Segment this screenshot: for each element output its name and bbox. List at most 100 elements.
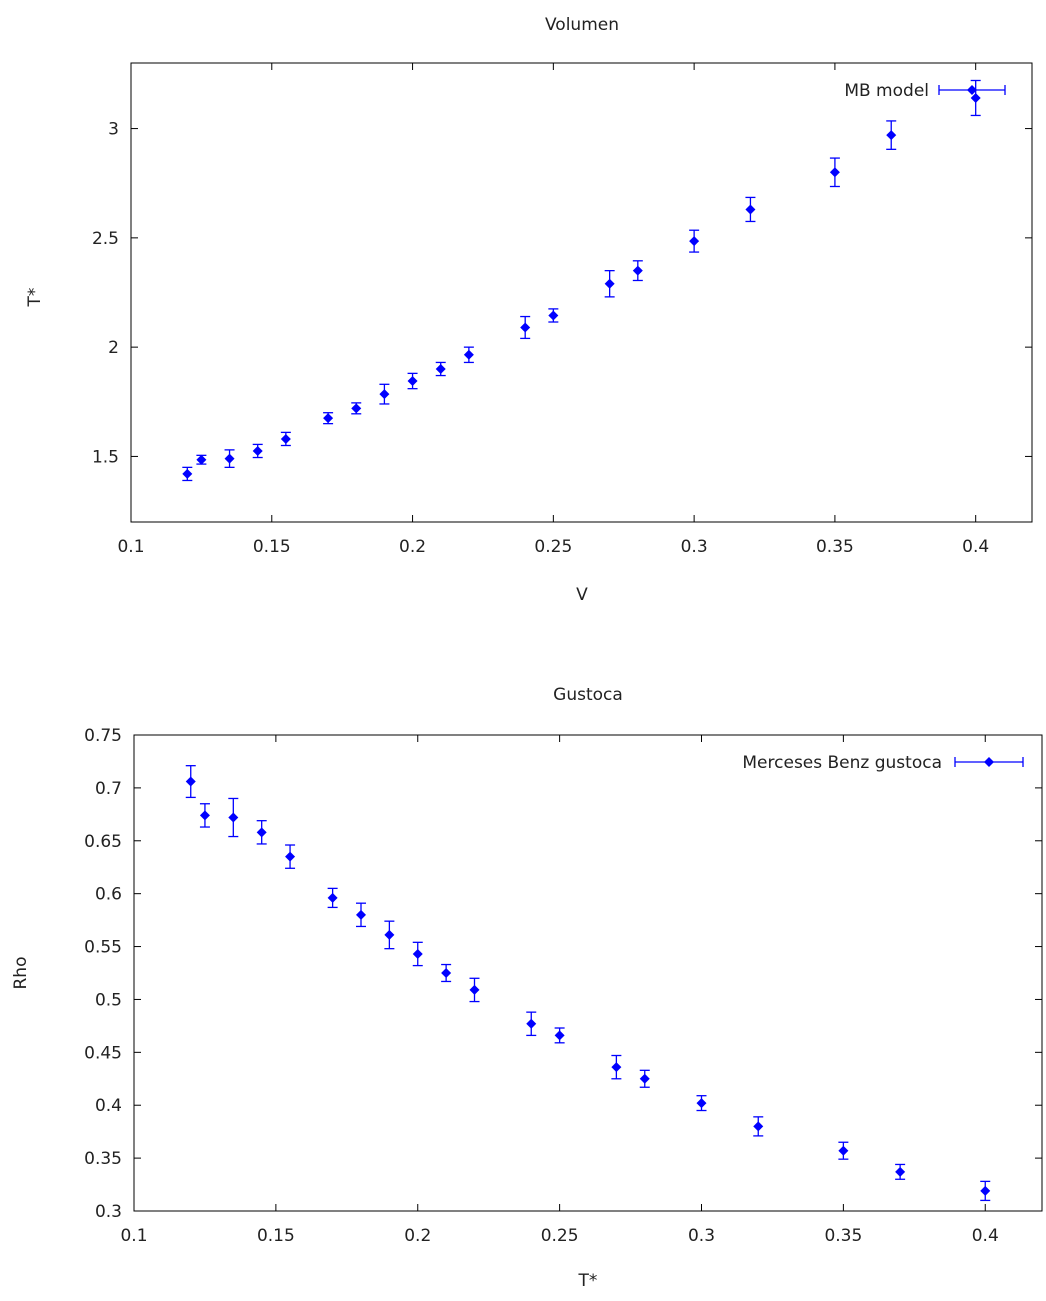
chart-2-y-ticks: 0.3 0.35 0.4 0.45 0.5 0.55 0.6 0.65 0.7 0.75 xyxy=(84,726,1042,1222)
data-point xyxy=(696,1095,707,1112)
chart-1-x-axis-label: V xyxy=(576,585,588,605)
point-marker xyxy=(548,310,559,321)
point-marker xyxy=(689,236,700,247)
chart-1-points xyxy=(182,79,981,482)
data-point xyxy=(886,120,897,150)
chart-2-legend-key xyxy=(954,757,1024,767)
data-point xyxy=(745,196,756,223)
point-marker xyxy=(256,827,267,838)
y-tick-label: 2 xyxy=(108,338,119,358)
chart-2-x-axis-label: T* xyxy=(578,1271,598,1291)
point-marker xyxy=(384,929,395,940)
y-tick-label: 0.35 xyxy=(84,1149,122,1169)
data-point xyxy=(228,797,239,838)
chart-1-legend-key xyxy=(938,85,1006,95)
point-marker xyxy=(632,265,643,276)
y-tick-label: 0.55 xyxy=(84,938,122,958)
data-point xyxy=(199,803,210,828)
y-tick-label: 0.45 xyxy=(84,1043,122,1063)
point-marker xyxy=(182,468,193,479)
chart-1-y-ticks: 1.5 2 2.5 3 xyxy=(92,120,1032,467)
y-tick-label: 0.65 xyxy=(84,832,122,852)
x-tick-label: 0.25 xyxy=(541,1226,579,1246)
data-point xyxy=(632,260,643,282)
point-marker xyxy=(280,433,291,444)
point-marker xyxy=(886,130,897,141)
point-marker xyxy=(463,349,474,360)
x-tick-label: 0.4 xyxy=(972,1226,999,1246)
point-marker xyxy=(895,1166,906,1177)
legend-marker xyxy=(984,757,994,767)
chart-2-plot-frame xyxy=(133,734,1043,1212)
point-marker xyxy=(379,389,390,400)
data-point xyxy=(838,1141,849,1160)
x-tick-label: 0.3 xyxy=(688,1226,715,1246)
chart-2-points xyxy=(185,765,991,1202)
point-marker xyxy=(252,445,263,456)
data-point xyxy=(379,383,390,405)
x-tick-label: 0.3 xyxy=(681,537,708,557)
data-point xyxy=(970,79,981,117)
y-tick-label: 1.5 xyxy=(92,447,119,467)
x-tick-label: 0.4 xyxy=(962,537,989,557)
x-tick-label: 0.1 xyxy=(117,537,144,557)
y-tick-label: 3 xyxy=(108,120,119,140)
data-point xyxy=(196,454,207,465)
point-marker xyxy=(970,92,981,103)
data-point xyxy=(252,443,263,459)
point-marker xyxy=(469,984,480,995)
data-point xyxy=(441,963,452,983)
y-tick-label: 2.5 xyxy=(92,229,119,249)
data-point xyxy=(182,466,193,482)
data-point xyxy=(604,269,615,298)
data-point xyxy=(412,941,423,967)
point-marker xyxy=(753,1121,764,1132)
chart-gustoca: Gustoca T* Rho 0.1 0.15 0.2 0.25 0.3 0.35 0.4 … xyxy=(11,685,1043,1291)
data-point xyxy=(323,412,334,425)
point-marker xyxy=(356,909,366,920)
y-tick-label: 0.4 xyxy=(95,1096,122,1116)
point-marker xyxy=(829,167,840,178)
point-marker xyxy=(441,968,452,978)
point-marker xyxy=(412,948,423,959)
point-marker xyxy=(199,810,210,821)
point-marker xyxy=(554,1030,565,1041)
chart-1-plot-frame xyxy=(130,62,1033,523)
data-point xyxy=(520,315,531,340)
y-tick-label: 0.6 xyxy=(95,885,122,905)
point-marker xyxy=(526,1018,537,1029)
data-point xyxy=(554,1027,565,1044)
data-point xyxy=(280,431,291,447)
point-marker xyxy=(323,413,334,424)
x-tick-label: 0.2 xyxy=(404,1226,431,1246)
chart-1-legend-label: MB model xyxy=(844,81,929,101)
point-marker xyxy=(435,364,446,374)
point-marker xyxy=(639,1073,650,1084)
point-marker xyxy=(196,454,207,465)
data-point xyxy=(356,902,366,928)
data-point xyxy=(526,1011,537,1037)
data-point xyxy=(753,1116,764,1137)
chart-2-title: Gustoca xyxy=(553,685,623,705)
y-tick-label: 0.75 xyxy=(84,726,122,746)
x-tick-label: 0.15 xyxy=(257,1226,295,1246)
data-point xyxy=(327,887,338,909)
chart-1-x-ticks: 0.1 0.15 0.2 0.25 0.3 0.35 0.4 xyxy=(117,63,989,557)
data-point xyxy=(611,1054,622,1080)
point-marker xyxy=(520,322,531,333)
data-point xyxy=(185,765,196,799)
data-point xyxy=(829,157,840,188)
chart-2-legend-label: Merceses Benz gustoca xyxy=(742,753,942,773)
point-marker xyxy=(224,453,235,464)
point-marker xyxy=(327,892,338,903)
point-marker xyxy=(745,204,756,215)
chart-2-y-axis-label: Rho xyxy=(11,957,31,990)
data-point xyxy=(895,1163,906,1180)
data-point xyxy=(407,372,418,390)
point-marker xyxy=(351,403,362,414)
chart-1-legend: MB model xyxy=(844,81,1006,101)
data-point xyxy=(980,1180,991,1202)
x-tick-label: 0.35 xyxy=(816,537,854,557)
chart-1-title: Volumen xyxy=(545,15,619,35)
